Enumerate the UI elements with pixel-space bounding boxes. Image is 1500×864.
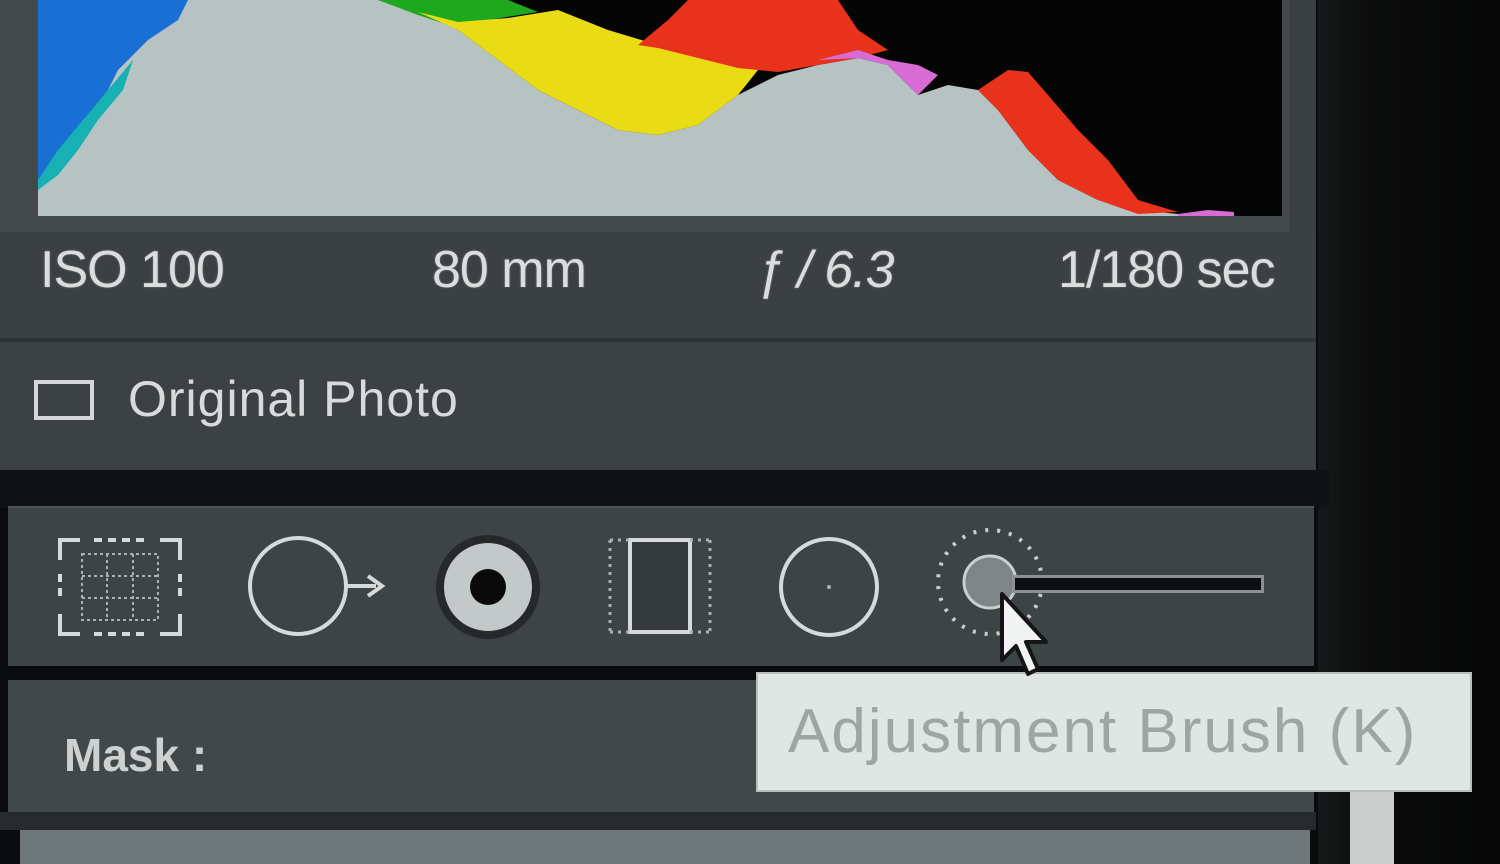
panel-gap — [0, 470, 1330, 508]
mouse-cursor-icon — [996, 590, 1056, 684]
spot-removal-tool[interactable] — [244, 530, 390, 642]
histogram[interactable] — [38, 0, 1282, 216]
tooltip-text: Adjustment Brush (K) — [788, 696, 1417, 767]
radial-filter-icon — [776, 534, 882, 640]
radial-filter-tool[interactable] — [776, 534, 882, 640]
spot-removal-icon — [244, 530, 390, 642]
histogram-graph — [38, 0, 1282, 216]
crop-overlay-tool[interactable] — [58, 538, 182, 636]
crop-icon — [58, 538, 182, 636]
tooltip: Adjustment Brush (K) — [756, 672, 1472, 792]
scrollbar-thumb[interactable] — [1350, 780, 1394, 864]
iso-value: ISO 100 — [40, 240, 224, 300]
red-eye-tool[interactable] — [430, 530, 548, 644]
panel-divider — [0, 812, 1316, 830]
shutter-speed-value: 1/180 sec — [1058, 240, 1275, 300]
red-eye-icon — [430, 530, 548, 644]
focal-length-value: 80 mm — [432, 240, 586, 300]
next-panel — [20, 830, 1310, 864]
mask-label: Mask : — [64, 728, 207, 782]
original-photo-label[interactable]: Original Photo — [128, 370, 459, 428]
graduated-filter-icon — [606, 534, 716, 638]
original-photo-checkbox[interactable] — [34, 380, 94, 420]
aperture-value: ƒ / 6.3 — [756, 240, 894, 300]
graduated-filter-tool[interactable] — [606, 534, 716, 638]
